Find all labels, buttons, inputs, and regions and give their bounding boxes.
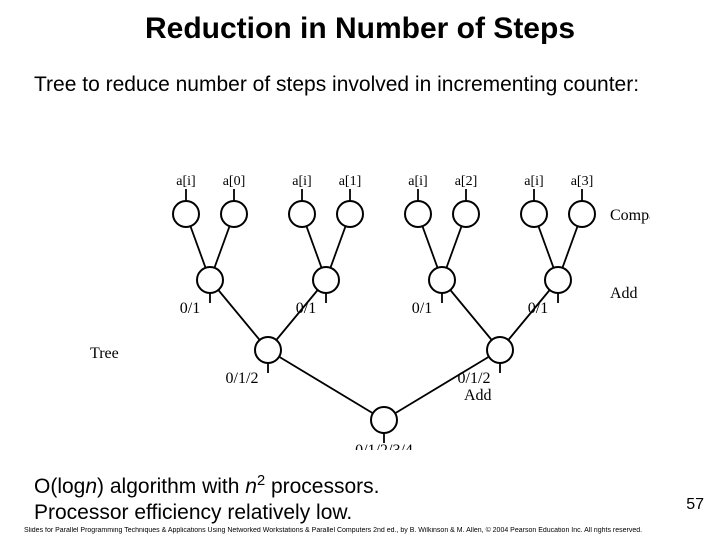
tree-node bbox=[429, 267, 455, 293]
tree-edge bbox=[214, 226, 229, 268]
page-number: 57 bbox=[686, 496, 704, 514]
tree-edge bbox=[446, 226, 461, 268]
diagram-label: 0/1 bbox=[528, 300, 548, 317]
tree-edge bbox=[218, 290, 259, 340]
tree-node bbox=[337, 201, 363, 227]
diagram-label: Add bbox=[464, 387, 492, 404]
text-segment: processors. bbox=[265, 475, 379, 498]
tree-edge bbox=[562, 226, 577, 268]
tree-node bbox=[255, 337, 281, 363]
text-segment: ) algorithm with bbox=[97, 475, 245, 498]
subtitle-text: Tree to reduce number of steps involved … bbox=[34, 72, 674, 98]
footer-credit: Slides for Parallel Programming Techniqu… bbox=[24, 527, 704, 534]
tree-node bbox=[569, 201, 595, 227]
tree-edge bbox=[279, 357, 373, 414]
diagram-label: a[3] bbox=[571, 174, 594, 189]
tree-svg: a[i] a[0] a[i] a[1] a[i] a[2] a[i] a[3] 0/1 0/1 0/… bbox=[70, 170, 650, 450]
diagram-label: a[2] bbox=[455, 174, 478, 189]
diagram-label: 0/1 bbox=[180, 300, 200, 317]
diagram-label: a[i] bbox=[524, 174, 543, 189]
tree-node bbox=[521, 201, 547, 227]
tree-node bbox=[487, 337, 513, 363]
diagram-label: Add bbox=[610, 285, 638, 302]
diagram-label: 0/1/2 bbox=[226, 370, 259, 387]
tree-edge bbox=[450, 290, 491, 340]
tree-node bbox=[313, 267, 339, 293]
diagram-label: Tree bbox=[90, 345, 119, 362]
text-segment: O(log bbox=[34, 475, 85, 498]
conclusion-line-1: O(logn) algorithm with n2 processors. bbox=[34, 472, 674, 500]
tree-node bbox=[453, 201, 479, 227]
diagram-label: a[1] bbox=[339, 174, 362, 189]
tree-node bbox=[221, 201, 247, 227]
tree-node bbox=[289, 201, 315, 227]
exponent: 2 bbox=[257, 473, 265, 489]
page-title: Reduction in Number of Steps bbox=[0, 12, 720, 46]
tree-edge bbox=[422, 226, 437, 268]
diagram-label: 0/1 bbox=[296, 300, 316, 317]
tree-node bbox=[173, 201, 199, 227]
tree-node bbox=[545, 267, 571, 293]
diagram-label: a[i] bbox=[292, 174, 311, 189]
tree-diagram: a[i] a[0] a[i] a[1] a[i] a[2] a[i] a[3] 0/1 0/1 0/… bbox=[70, 170, 650, 450]
text-n1: n bbox=[85, 475, 97, 498]
diagram-label: a[i] bbox=[176, 174, 195, 189]
diagram-label: a[0] bbox=[223, 174, 246, 189]
tree-edge bbox=[306, 226, 321, 268]
diagram-label: a[i] bbox=[408, 174, 427, 189]
tree-node bbox=[197, 267, 223, 293]
text-n2: n bbox=[245, 475, 257, 498]
diagram-label: 0/1 bbox=[412, 300, 432, 317]
tree-edge bbox=[538, 226, 553, 268]
conclusion-line-2: Processor efficiency relatively low. bbox=[34, 500, 674, 526]
tree-node bbox=[371, 407, 397, 433]
tree-edge bbox=[330, 226, 345, 268]
diagram-label: Compare bbox=[610, 207, 650, 224]
tree-node bbox=[405, 201, 431, 227]
diagram-label: 0/1/2 bbox=[458, 370, 491, 387]
diagram-label: 0/1/2/3/4 bbox=[355, 442, 413, 450]
tree-edge bbox=[190, 226, 205, 268]
